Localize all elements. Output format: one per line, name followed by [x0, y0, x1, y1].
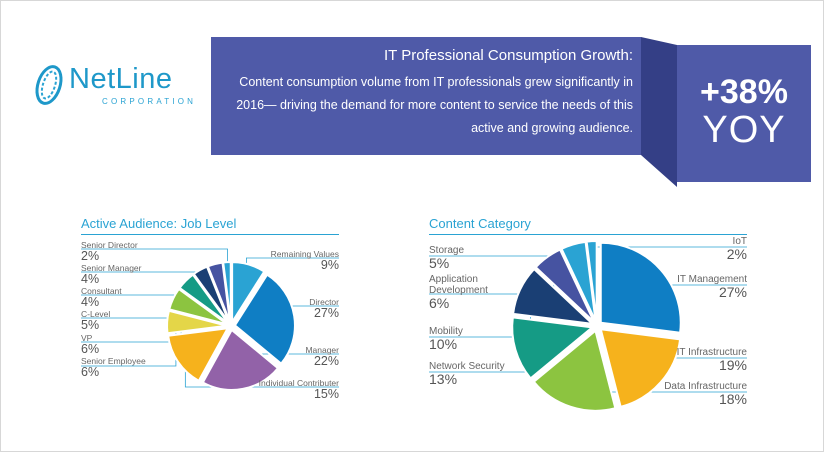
legend-label-it-infrastructure: IT Infrastructure 19% — [677, 347, 747, 372]
legend-label-vp: VP 6% — [81, 333, 99, 356]
label-value: 15% — [313, 387, 339, 401]
label-name: Storage — [429, 245, 465, 256]
pie-slice-mobility — [511, 267, 596, 326]
pie-slice-application-development — [534, 248, 595, 323]
pie-slice-consultant — [192, 265, 231, 324]
label-value: 5% — [429, 255, 450, 271]
pie-slice-senior-employee — [166, 309, 228, 335]
pie-slice-c-level — [178, 273, 229, 324]
label-value: 6% — [81, 342, 100, 356]
chart-title: Active Audience: Job Level — [81, 216, 237, 231]
legend-label-senior-manager: Senior Manager 4% — [81, 263, 141, 286]
legend-label-director: Director 27% — [309, 297, 339, 320]
pie-slice-iot — [585, 240, 598, 322]
label-name: C-Level — [81, 309, 111, 319]
label-value: 4% — [81, 295, 100, 309]
label-name: Remaining Values — [270, 249, 339, 259]
legend-label-senior-employee: Senior Employee 6% — [81, 356, 146, 379]
label-name: Application Development — [429, 274, 488, 296]
label-name: IT Management — [677, 274, 747, 285]
label-value: 2% — [81, 249, 100, 263]
content-category-pie — [429, 240, 747, 411]
label-name: Consultant — [81, 286, 122, 296]
label-value: 19% — [718, 357, 747, 373]
yoy-stat-box: +38% YOY — [677, 45, 811, 182]
banner-body: Content consumption volume from IT profe… — [236, 75, 633, 135]
legend-label-application-development: Application Development 6% — [429, 274, 509, 310]
pie-slice-director — [233, 273, 296, 366]
banner-background — [211, 37, 641, 155]
pie-slice-individual-contributer — [167, 327, 230, 383]
pie-slice-data-infrastructure — [532, 328, 617, 411]
chart-title-rule — [429, 234, 747, 235]
content-category-chart: Content Category IoT 2% IT Management 27… — [429, 216, 747, 411]
legend-label-it-management: IT Management 27% — [677, 274, 747, 299]
label-value: 10% — [429, 336, 458, 352]
logo-name: NetLine — [69, 63, 173, 95]
label-value: 22% — [313, 354, 339, 368]
label-value: 4% — [81, 272, 100, 286]
legend-label-consultant: Consultant 4% — [81, 286, 122, 309]
legend-label-mobility: Mobility 10% — [429, 326, 463, 351]
stat-label: YOY — [702, 109, 786, 151]
label-value: 13% — [429, 371, 458, 387]
label-name: Mobility — [429, 326, 463, 337]
netline-logo: NetLine CORPORATION — [29, 63, 193, 113]
stat-value: +38% — [700, 73, 788, 111]
legend-label-iot: IoT 2% — [727, 236, 747, 261]
label-value: 27% — [718, 284, 747, 300]
pie-slice-manager — [201, 328, 280, 391]
label-value: 27% — [313, 306, 339, 320]
legend-label-data-infrastructure: Data Infrastructure 18% — [664, 381, 747, 406]
label-name: Manager — [305, 345, 339, 355]
label-name: Senior Manager — [81, 263, 142, 273]
label-name: Senior Director — [81, 240, 138, 250]
label-value: 2% — [726, 246, 747, 262]
pie-slice-it-infrastructure — [599, 328, 682, 409]
label-value: 9% — [320, 258, 339, 272]
legend-label-remaining-values: Remaining Values 9% — [271, 249, 339, 272]
label-value: 18% — [718, 391, 747, 407]
legend-label-manager: Manager 22% — [305, 345, 339, 368]
label-name: IT Infrastructure — [676, 347, 747, 358]
chart-title: Content Category — [429, 216, 531, 231]
pie-slice-vp — [168, 287, 228, 326]
label-value: 6% — [429, 295, 450, 311]
legend-label-c-level: C-Level 5% — [81, 309, 110, 332]
chart-title-rule — [81, 234, 339, 235]
legend-label-storage: Storage 5% — [429, 245, 464, 270]
pie-slice-remaining-values — [231, 261, 266, 326]
logo-subtitle: CORPORATION — [102, 97, 197, 106]
pie-slice-it-management — [599, 241, 682, 334]
label-name: VP — [81, 333, 93, 343]
pie-slice-network-security — [511, 316, 595, 380]
pie-slice-senior-director — [222, 261, 232, 323]
label-name: Data Infrastructure — [664, 381, 747, 392]
legend-label-individual-contributer: Individual Contributer 15% — [259, 378, 339, 401]
logo-mark-icon — [35, 65, 63, 105]
label-value: 5% — [81, 318, 100, 332]
label-name: IoT — [732, 236, 747, 247]
pie-slice-storage — [560, 240, 597, 322]
legend-label-network-security: Network Security 13% — [429, 361, 505, 386]
label-name: Network Security — [429, 361, 505, 372]
label-name: Director — [309, 297, 339, 307]
label-name: Individual Contributer — [258, 378, 339, 388]
growth-banner: IT Professional Consumption Growth: Cont… — [211, 37, 641, 155]
job-level-chart: Active Audience: Job Level Remaining Val… — [81, 216, 339, 406]
banner-title: IT Professional Consumption Growth: — [383, 47, 633, 64]
label-value: 6% — [81, 365, 100, 379]
label-name: Senior Employee — [81, 356, 146, 366]
legend-label-senior-director: Senior Director 2% — [81, 240, 138, 263]
job-level-pie — [81, 248, 339, 391]
banner-fold — [641, 37, 677, 187]
